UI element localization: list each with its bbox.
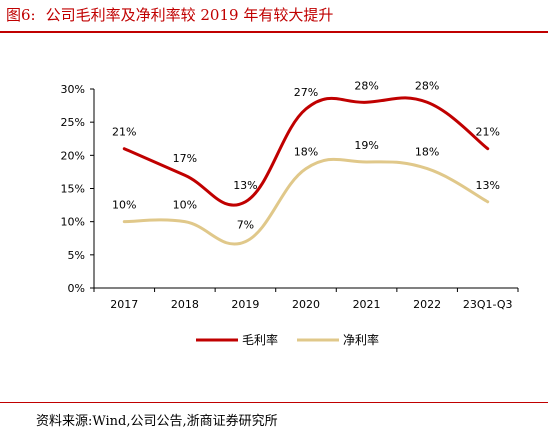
figure-title: 图6: 公司毛利率及净利率较 2019 年有较大提升 [6, 4, 333, 25]
source-note: 资料来源:Wind,公司公告,浙商证券研究所 [36, 414, 278, 429]
x-tick-label: 2021 [353, 298, 381, 311]
legend: 毛利率 净利率 [196, 332, 379, 347]
y-axis-ticks: 0% 5% 10% 15% 20% 25% 30% [61, 83, 94, 295]
data-label: 28% [354, 79, 378, 92]
x-tick-label: 2019 [231, 298, 259, 311]
y-tick-label: 30% [61, 83, 85, 96]
series-lines [122, 96, 490, 246]
figure-label: 图6: [6, 6, 36, 24]
data-label: 10% [173, 199, 197, 212]
series-line-gross-margin [122, 96, 490, 207]
y-tick-label: 0% [68, 282, 85, 295]
data-label: 10% [112, 199, 136, 212]
data-labels: 21% 17% 13% 27% 28% 28% 21% 10% 10% 7% 18% 19% 18% 13… [112, 79, 500, 231]
data-label: 7% [237, 219, 254, 232]
x-tick-label: 2018 [171, 298, 199, 311]
x-tick-label: 2017 [110, 298, 138, 311]
x-axis-ticks: 2017 2018 2019 2020 2021 2022 23Q1-Q3 [93, 288, 519, 311]
x-tick-label: 23Q1-Q3 [463, 298, 513, 311]
data-label: 28% [415, 79, 439, 92]
y-tick-label: 5% [68, 249, 85, 262]
x-tick-label: 2020 [292, 298, 320, 311]
title-rule [0, 31, 548, 33]
data-label: 19% [354, 139, 378, 152]
data-label: 21% [475, 126, 499, 139]
data-label: 18% [294, 146, 318, 159]
y-tick-label: 10% [61, 216, 85, 229]
data-label: 27% [294, 86, 318, 99]
x-tick-label: 2022 [413, 298, 441, 311]
data-label: 17% [173, 152, 197, 165]
y-tick-label: 25% [61, 116, 85, 129]
data-label: 13% [475, 179, 499, 192]
footer-rule [0, 402, 548, 403]
data-label: 13% [233, 179, 257, 192]
series-line-net-margin [122, 157, 490, 246]
y-tick-label: 15% [61, 183, 85, 196]
y-tick-label: 20% [61, 149, 85, 162]
data-label: 21% [112, 126, 136, 139]
legend-label: 毛利率 [242, 332, 278, 347]
figure-title-text: 公司毛利率及净利率较 2019 年有较大提升 [45, 6, 334, 24]
data-label: 18% [415, 146, 439, 159]
legend-label: 净利率 [343, 332, 379, 347]
